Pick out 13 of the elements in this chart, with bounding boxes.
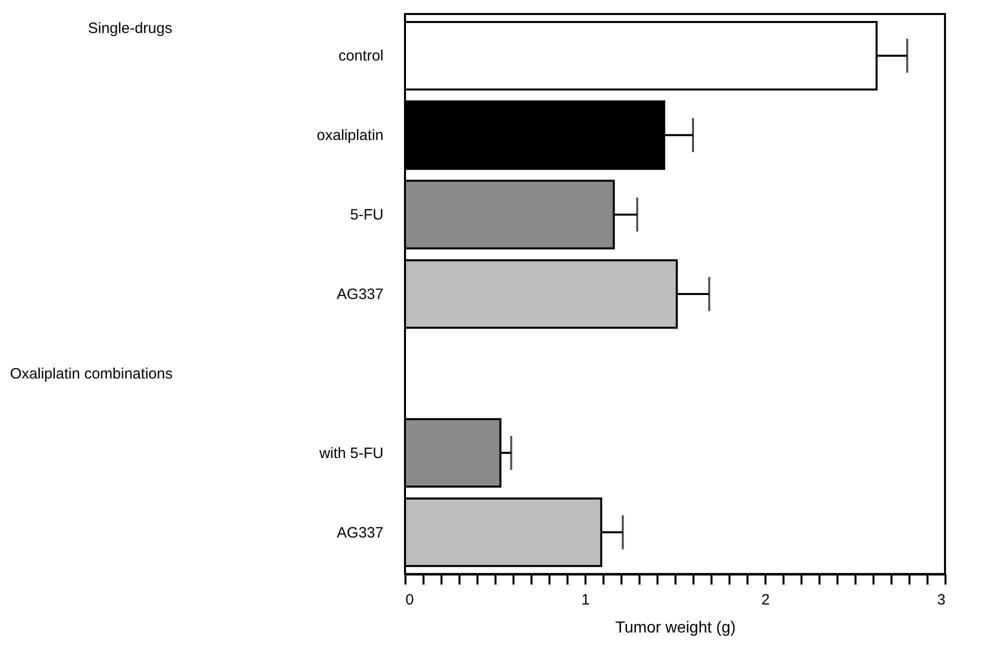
x-tick-label: 1 — [581, 592, 590, 608]
y-tick-label: control — [338, 48, 384, 65]
text: Oxaliplatin combinations — [10, 365, 173, 382]
x-axis-title: Tumor weight (g) — [615, 620, 736, 636]
y-tick-label: 5-FU — [350, 206, 384, 224]
y-tick-label: with 5-FU — [318, 444, 384, 462]
text: Single-drugs — [88, 20, 172, 37]
x-tick-label: 0 — [406, 592, 414, 608]
x-tick-label: 3 — [937, 592, 946, 608]
y-tick-label: oxaliplatin — [316, 127, 384, 144]
y-tick-label: AG337 — [336, 524, 384, 542]
x-tick-label: 2 — [761, 592, 770, 608]
y-tick-label: AG337 — [336, 286, 384, 303]
